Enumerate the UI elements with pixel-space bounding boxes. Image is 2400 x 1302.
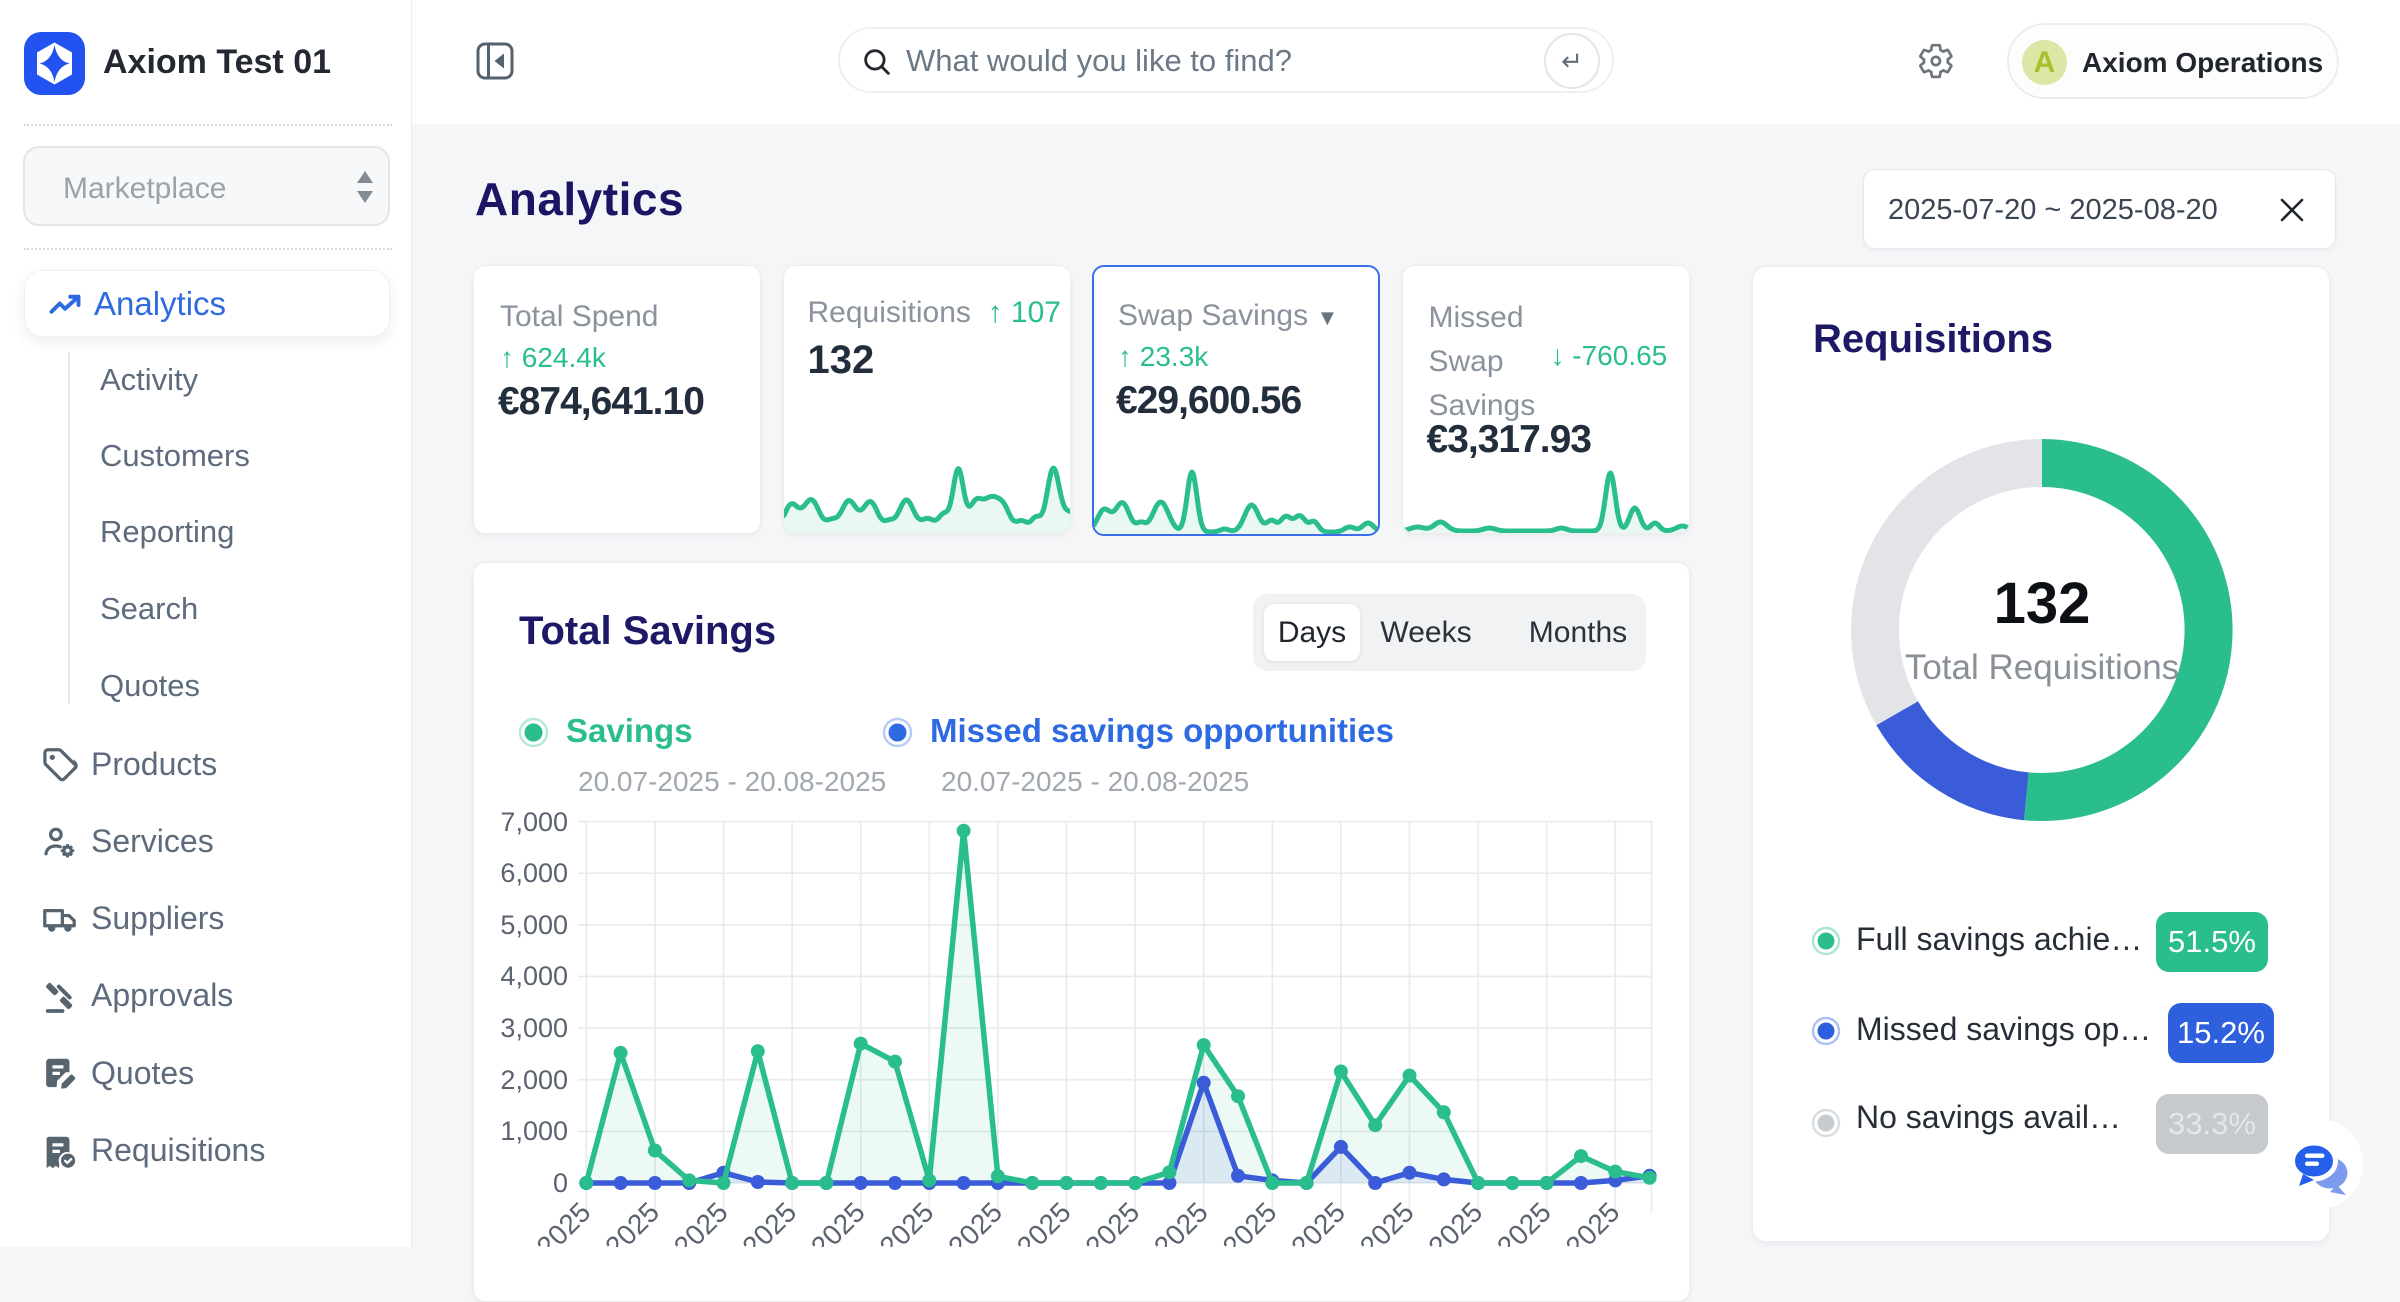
- svg-text:4,000: 4,000: [500, 961, 568, 991]
- svg-text:3,000: 3,000: [500, 1013, 568, 1043]
- svg-text:1,000: 1,000: [500, 1116, 568, 1146]
- svg-text:2,000: 2,000: [500, 1065, 568, 1095]
- svg-text:7,000: 7,000: [500, 807, 568, 837]
- svg-text:0: 0: [553, 1168, 568, 1198]
- svg-text:5,000: 5,000: [500, 910, 568, 940]
- svg-text:6,000: 6,000: [500, 858, 568, 888]
- svg-text:21.07.2025: 21.07.2025: [476, 1196, 597, 1247]
